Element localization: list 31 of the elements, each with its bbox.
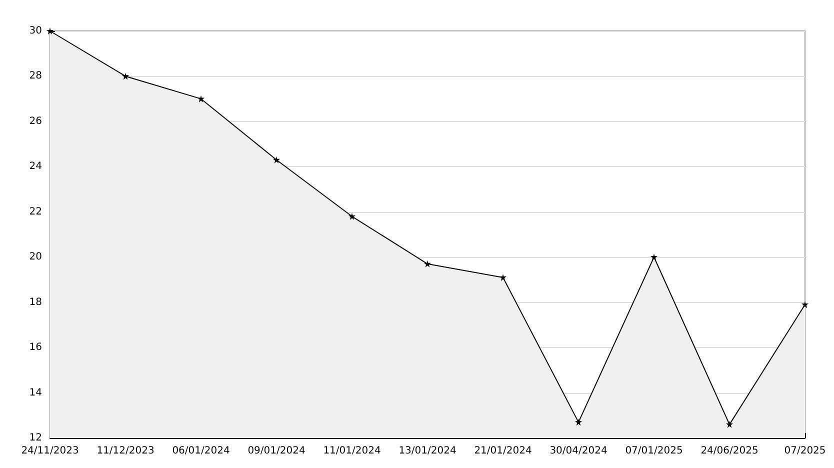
y-tick-label: 24 — [29, 161, 42, 172]
x-tick-label: 13/01/2024 — [398, 446, 456, 456]
y-tick-label: 30 — [29, 26, 42, 36]
y-tick-label: 16 — [29, 342, 42, 354]
y-tick-label: 22 — [29, 206, 42, 218]
x-tick-label: 06/01/2024 — [172, 446, 230, 456]
x-tick-label: 30/04/2024 — [550, 446, 608, 456]
point — [575, 418, 582, 426]
x-tick-label: 24/06/2025 — [700, 446, 758, 456]
x-tick-label: 11/01/2024 — [323, 446, 381, 456]
point — [500, 274, 506, 281]
point — [198, 95, 204, 102]
y-tick-label: 12 — [29, 432, 42, 444]
x-tick-label: 21/01/2024 — [474, 446, 532, 456]
point — [726, 420, 733, 428]
y-tick-label: 28 — [29, 70, 42, 82]
point — [273, 156, 280, 164]
point — [122, 72, 129, 80]
y-tick-label: 18 — [29, 296, 42, 308]
y-tick-label: 20 — [29, 252, 42, 263]
x-tick-label: 07/01/2025 — [625, 446, 683, 456]
x-tick-label: 09/01/2024 — [248, 446, 306, 456]
x-tick-label: 07/2025 — [784, 446, 826, 456]
y-tick-label: 14 — [29, 387, 42, 398]
point — [424, 260, 431, 268]
point — [802, 301, 808, 308]
point — [348, 212, 356, 220]
y-tick-label: 26 — [29, 116, 42, 127]
x-tick-label: 11/12/2023 — [96, 446, 154, 456]
point — [650, 254, 658, 261]
x-tick-label: 24/11/2023 — [21, 446, 79, 456]
